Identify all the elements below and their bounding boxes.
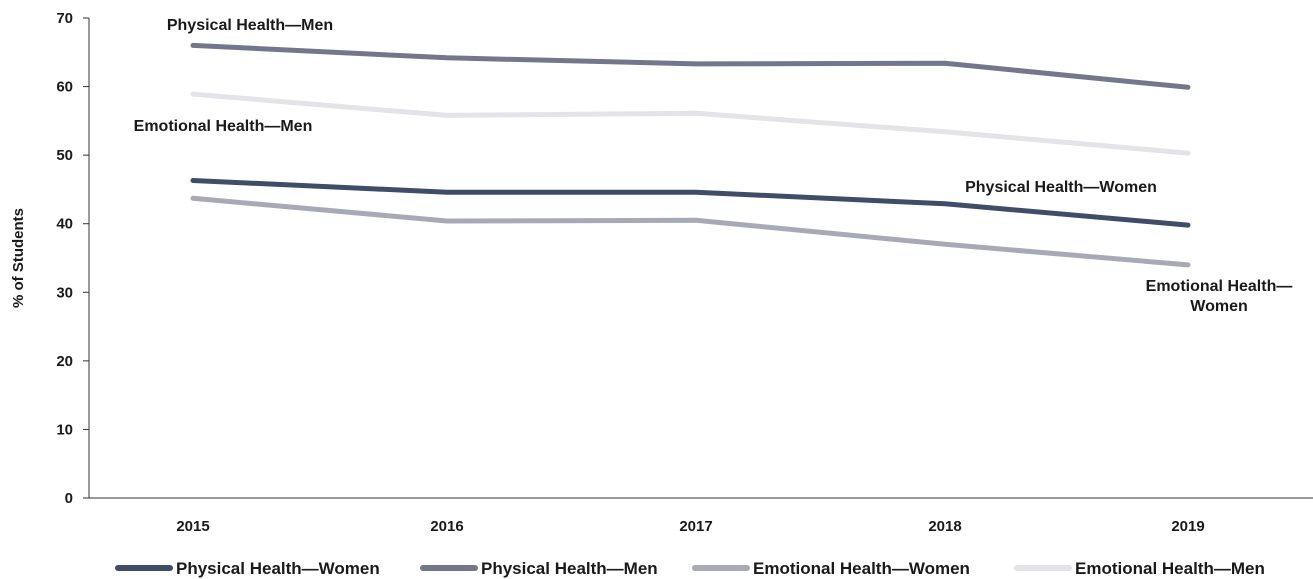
series-lines: [190, 42, 1191, 268]
legend-label: Emotional Health—Women: [753, 559, 970, 578]
x-tick-label: 2017: [679, 518, 712, 535]
y-tick-label: 20: [56, 353, 73, 370]
y-tick-label: 0: [65, 490, 73, 507]
x-tick-label: 2018: [928, 518, 961, 535]
series-line-0: [190, 178, 1191, 228]
legend-label: Physical Health—Women: [176, 559, 380, 578]
legend: Physical Health—Women Physical Health—Men…: [115, 559, 1265, 578]
x-tick-label: 2019: [1171, 518, 1204, 535]
annotation-physical-health-women: Physical Health—Women: [965, 179, 1157, 196]
y-tick-label: 70: [56, 10, 73, 27]
series-line-1: [190, 42, 1191, 90]
annotation-emotional-health-women: Emotional Health—: [1146, 278, 1293, 295]
y-tick-label: 40: [56, 216, 73, 233]
y-axis-ticks: 0 10 20 30 40 50 60 70: [56, 10, 89, 507]
annotation-emotional-health-men: Emotional Health—Men: [134, 118, 313, 135]
series-line-3: [190, 91, 1191, 156]
annotation-emotional-health-women-line2: Women: [1190, 298, 1247, 315]
series-line-2: [190, 195, 1191, 268]
x-axis-ticks: 2015 2016 2017 2018 2019: [176, 518, 1204, 535]
annotation-physical-health-men: Physical Health—Men: [167, 17, 333, 34]
y-tick-label: 30: [56, 284, 73, 301]
x-tick-label: 2016: [430, 518, 463, 535]
y-axis-title: % of Students: [10, 208, 27, 308]
y-tick-label: 10: [56, 421, 73, 438]
legend-label: Physical Health—Men: [481, 559, 658, 578]
y-tick-label: 50: [56, 147, 73, 164]
legend-label: Emotional Health—Men: [1075, 559, 1265, 578]
y-tick-label: 60: [56, 79, 73, 96]
x-tick-label: 2015: [176, 518, 209, 535]
